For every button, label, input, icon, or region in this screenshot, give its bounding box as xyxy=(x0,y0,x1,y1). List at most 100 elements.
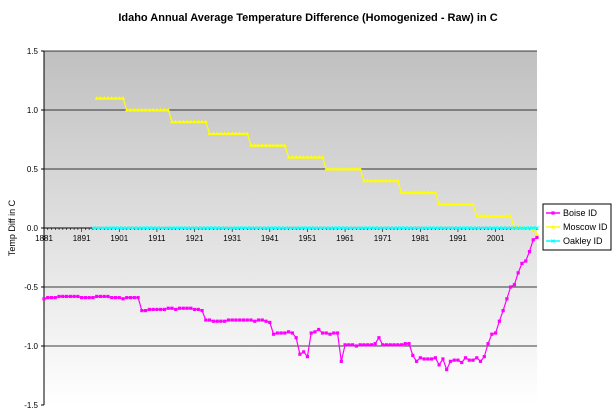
data-point xyxy=(98,96,103,100)
data-point xyxy=(505,297,509,301)
data-point xyxy=(234,226,238,230)
data-point xyxy=(414,359,419,363)
data-point xyxy=(185,306,189,310)
data-point xyxy=(324,331,328,335)
data-point xyxy=(286,226,291,230)
data-point xyxy=(490,332,494,336)
x-tick-label: 1891 xyxy=(73,234,91,243)
data-point xyxy=(376,178,381,183)
data-point xyxy=(279,331,283,335)
data-point xyxy=(207,318,212,322)
data-point xyxy=(497,226,502,230)
data-point xyxy=(106,226,110,230)
x-tick-label: 1961 xyxy=(336,234,354,243)
data-point xyxy=(373,178,378,183)
data-point xyxy=(426,357,430,361)
data-point xyxy=(185,226,189,230)
y-tick-label: -0.5 xyxy=(24,283,38,292)
data-point xyxy=(166,107,171,112)
data-point xyxy=(136,107,141,112)
data-point xyxy=(245,318,249,322)
data-point xyxy=(241,226,246,230)
data-point xyxy=(106,294,110,299)
data-point xyxy=(230,318,234,322)
data-point xyxy=(230,226,235,230)
data-point xyxy=(494,331,498,335)
data-point xyxy=(181,119,186,124)
data-point xyxy=(268,320,272,324)
x-tick-label: 2001 xyxy=(487,234,505,243)
data-point xyxy=(143,226,148,230)
data-point xyxy=(233,131,238,136)
data-point xyxy=(166,306,170,310)
data-point xyxy=(256,143,261,147)
data-point xyxy=(252,143,257,147)
data-point xyxy=(422,190,427,195)
data-point xyxy=(313,226,317,230)
data-point xyxy=(252,226,257,230)
data-point xyxy=(508,226,513,230)
data-point xyxy=(117,296,121,300)
data-point xyxy=(113,296,118,300)
data-point xyxy=(132,107,137,112)
data-point xyxy=(237,131,242,136)
data-point xyxy=(411,353,415,358)
data-point xyxy=(551,224,555,229)
data-point xyxy=(136,226,141,230)
x-tick-label: 1911 xyxy=(148,234,166,243)
data-point xyxy=(271,332,276,336)
data-point xyxy=(143,107,148,112)
data-point xyxy=(279,226,284,230)
data-point xyxy=(260,318,264,322)
data-point xyxy=(162,226,167,230)
data-point xyxy=(139,107,144,112)
chart-title: Idaho Annual Average Temperature Differe… xyxy=(118,12,497,24)
data-point xyxy=(523,226,528,230)
series-moscow-id xyxy=(94,96,539,236)
data-point xyxy=(147,307,151,312)
data-point xyxy=(218,226,223,230)
data-point xyxy=(275,143,280,147)
data-point xyxy=(343,226,347,230)
data-point xyxy=(354,344,358,348)
data-point xyxy=(154,107,159,112)
data-point xyxy=(478,359,483,363)
data-point xyxy=(98,294,103,299)
data-point xyxy=(102,96,107,100)
data-point xyxy=(305,155,310,159)
data-point xyxy=(245,131,250,136)
data-point xyxy=(551,211,555,215)
data-point xyxy=(478,214,483,218)
data-point xyxy=(80,296,84,300)
x-tick-label: 1951 xyxy=(299,234,317,243)
data-point xyxy=(512,226,517,230)
data-point xyxy=(124,226,129,230)
data-point xyxy=(94,96,99,100)
data-point xyxy=(174,307,178,312)
data-point xyxy=(328,226,332,230)
data-point xyxy=(241,318,246,322)
data-point xyxy=(283,331,287,335)
data-point xyxy=(324,226,329,230)
data-point xyxy=(173,119,178,124)
data-point xyxy=(452,358,456,362)
data-point xyxy=(396,343,400,347)
data-point xyxy=(407,226,411,230)
data-point xyxy=(170,306,174,310)
series-boise-id xyxy=(42,235,539,372)
data-point xyxy=(196,307,200,312)
data-point xyxy=(501,309,505,313)
data-point xyxy=(486,342,490,346)
data-point xyxy=(373,226,378,230)
data-point xyxy=(414,226,419,230)
data-point xyxy=(448,226,453,230)
data-point xyxy=(391,178,396,183)
data-point xyxy=(463,202,468,206)
data-point xyxy=(132,226,137,230)
y-tick-label: -1.0 xyxy=(24,342,38,351)
data-point xyxy=(486,226,490,230)
data-point xyxy=(53,296,57,300)
data-point xyxy=(211,226,216,230)
data-point xyxy=(188,119,193,124)
data-point xyxy=(422,226,427,230)
